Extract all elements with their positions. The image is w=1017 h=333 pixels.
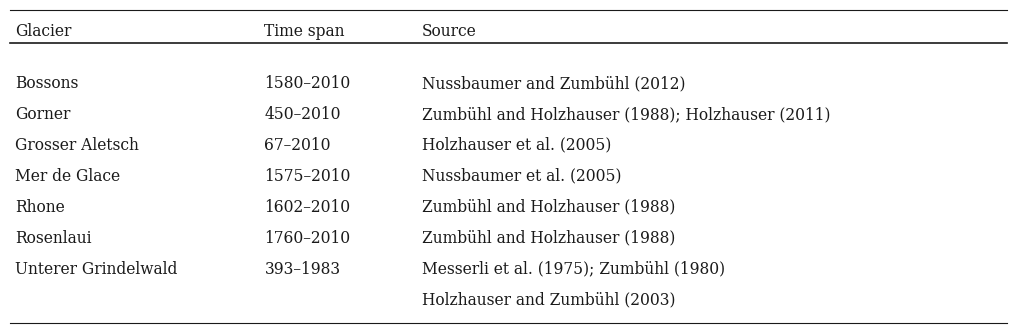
Text: 393–1983: 393–1983 (264, 261, 341, 278)
Text: Mer de Glace: Mer de Glace (15, 168, 120, 185)
Text: Rosenlaui: Rosenlaui (15, 230, 92, 247)
Text: Nussbaumer et al. (2005): Nussbaumer et al. (2005) (422, 168, 621, 185)
Text: Messerli et al. (1975); Zumbühl (1980): Messerli et al. (1975); Zumbühl (1980) (422, 261, 725, 278)
Text: Zumbühl and Holzhauser (1988): Zumbühl and Holzhauser (1988) (422, 199, 675, 216)
Text: 67–2010: 67–2010 (264, 137, 331, 154)
Text: 450–2010: 450–2010 (264, 106, 341, 123)
Text: Unterer Grindelwald: Unterer Grindelwald (15, 261, 178, 278)
Text: Zumbühl and Holzhauser (1988): Zumbühl and Holzhauser (1988) (422, 230, 675, 247)
Text: Glacier: Glacier (15, 23, 71, 40)
Text: Rhone: Rhone (15, 199, 65, 216)
Text: Source: Source (422, 23, 477, 40)
Text: Time span: Time span (264, 23, 345, 40)
Text: Holzhauser and Zumbühl (2003): Holzhauser and Zumbühl (2003) (422, 292, 675, 309)
Text: Bossons: Bossons (15, 75, 78, 92)
Text: Gorner: Gorner (15, 106, 70, 123)
Text: 1575–2010: 1575–2010 (264, 168, 351, 185)
Text: 1580–2010: 1580–2010 (264, 75, 351, 92)
Text: 1760–2010: 1760–2010 (264, 230, 351, 247)
Text: Zumbühl and Holzhauser (1988); Holzhauser (2011): Zumbühl and Holzhauser (1988); Holzhause… (422, 106, 831, 123)
Text: Grosser Aletsch: Grosser Aletsch (15, 137, 139, 154)
Text: 1602–2010: 1602–2010 (264, 199, 351, 216)
Text: Nussbaumer and Zumbühl (2012): Nussbaumer and Zumbühl (2012) (422, 75, 685, 92)
Text: Holzhauser et al. (2005): Holzhauser et al. (2005) (422, 137, 611, 154)
